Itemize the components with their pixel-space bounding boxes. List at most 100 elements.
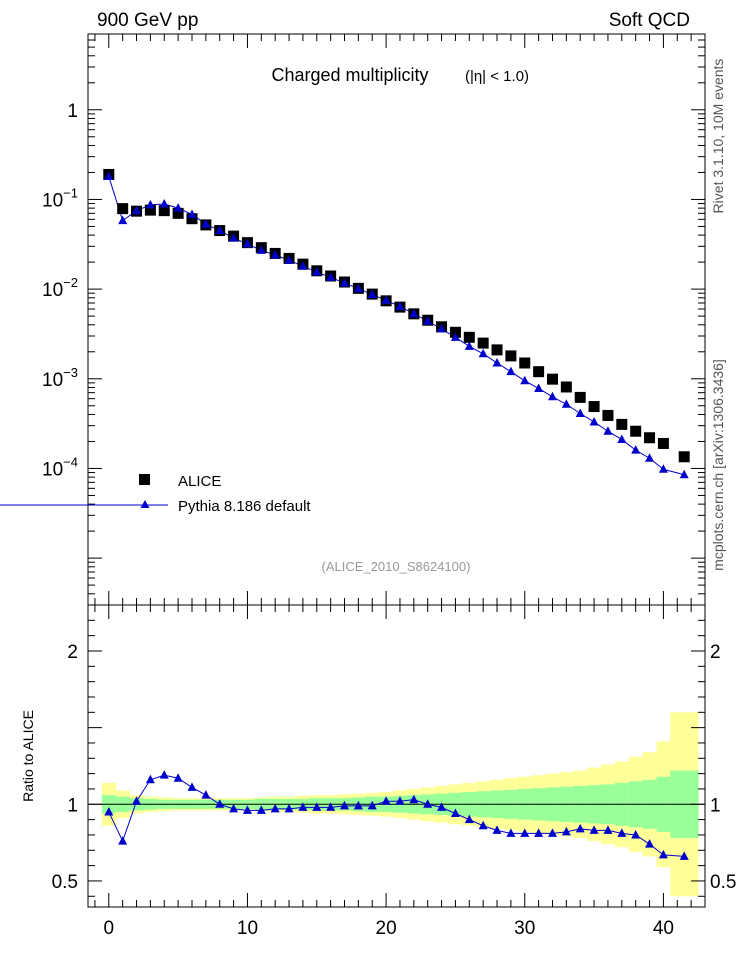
y-tick-label: 10−2 [42,275,78,301]
alice-data-point [678,451,690,463]
pythia-ratio-point [492,825,502,834]
pythia-data-point [187,209,197,218]
pythia-data-point [679,469,689,479]
y-tick-label: 1 [67,101,78,122]
pythia-ratio-point [298,802,308,811]
pythia-data-point [242,238,252,248]
pythia-data-point [367,289,377,299]
pythia-ratio-point [603,825,613,834]
ratio-tick-labels: 0.5 0.51 12 20 10 20 30 40 [52,642,737,939]
main-x-ticks [94,34,692,605]
alice-data-point [158,205,170,217]
pythia-ratio-point [159,770,169,779]
pythia-data-point [506,366,516,376]
pythia-data-point [631,445,641,454]
pythia-ratio-point [381,796,391,805]
x-tick-label: 10 [237,918,258,939]
analysis-tag: (ALICE_2010_S8624100) [322,559,471,574]
alice-data-point [533,366,545,378]
main-panel: 10−4 10−3 10−2 10−1 1 Charged multiplicity (… [0,33,706,606]
pythia-ratio-point [132,796,142,805]
alice-data-point [616,418,628,430]
pythia-ratio-point [575,823,585,833]
alice-data-point [574,391,586,403]
pythia-ratio-point [631,829,641,839]
alice-data-point [449,326,461,338]
pythia-ratio-point [645,839,655,848]
alice-data-point [505,350,517,362]
pythia-ratio-point [395,796,405,805]
pythia-data-point [645,453,655,462]
ratio-panel: 0.5 0.51 12 20 10 20 30 40 Ratio to ALICE [20,604,737,939]
pythia-data-point [173,203,183,212]
pythia-ratio-point [215,799,225,808]
main-plot-frame [87,33,706,606]
pythia-ratio-point [104,806,114,816]
ratio-y-tick-label: 0.5 [52,872,78,893]
alice-data-point [477,337,489,349]
main-y-tick-labels: 10−4 10−3 10−2 10−1 1 [42,101,78,481]
x-tick-label: 0 [104,918,115,939]
pythia-ratio-point [242,805,252,814]
pythia-ratio-point [679,851,689,860]
legend-pythia-marker [140,500,150,508]
main-plot-title: Charged multiplicity [271,65,428,85]
pythia-ratio-point [589,825,599,834]
pythia-ratio-point [201,790,211,799]
pythia-data-point [256,245,266,254]
ratio-y-tick-label-right: 1 [710,795,721,816]
pythia-data-point [603,426,613,435]
pythia-data-point [159,198,169,208]
pythia-ratio-point [450,808,460,817]
legend-alice-label: ALICE [178,473,221,490]
pythia-ratio-point [409,794,419,804]
pythia-data-point [270,250,280,259]
pythia-data-point [520,375,530,385]
pythia-ratio-point [437,802,447,811]
pythia-data-point [381,295,391,304]
pythia-ratio-point [284,803,294,813]
pythia-data-point [340,277,350,287]
alice-data-point [144,204,156,216]
ratio-series [104,770,689,860]
pythia-data-point [534,383,544,392]
ratio-y-tick-label-right: 0.5 [710,872,736,893]
pythia-ratio-point [520,828,530,837]
pythia-data-point [547,391,557,401]
pythia-ratio-point [547,828,557,837]
x-tick-label: 40 [653,918,674,939]
legend-pythia-label: Pythia 8.186 default [178,498,311,515]
pythia-ratio-point [534,828,544,837]
pythia-ratio-point [256,805,266,814]
pythia-data-point [617,434,627,444]
pythia-ratio-point [187,782,197,791]
pythia-ratio-point [506,828,516,837]
pythia-ratio-point [561,826,571,836]
alice-data-point [117,203,129,215]
main-y-ticks [88,33,705,606]
alice-data-point [519,357,531,369]
header-right-label: Soft QCD [609,10,690,31]
ratio-y-tick-label: 1 [67,795,78,816]
legend-alice-marker [139,474,150,485]
ratio-y-tick-label-right: 2 [710,642,721,663]
pythia-data-point [492,357,502,367]
legend: ALICE Pythia 8.186 default [0,473,311,515]
pythia-ratio-point [118,836,128,845]
pythia-ratio-point [173,773,183,782]
pythia-data-point [298,261,308,270]
pythia-data-point [561,399,571,408]
pythia-ratio-point [423,799,433,808]
x-tick-label: 20 [376,918,397,939]
pythia-ratio-point [312,802,322,811]
y-tick-label: 10−4 [42,454,78,480]
pythia-data-point [201,219,211,228]
pythia-data-point [145,199,155,209]
x-tick-label: 30 [514,918,535,939]
pythia-ratio-point [353,800,363,810]
pythia-data-point [658,464,668,473]
pythia-ratio-point [326,802,336,811]
pythia-data-point [395,301,405,310]
alice-data-point [172,207,184,219]
